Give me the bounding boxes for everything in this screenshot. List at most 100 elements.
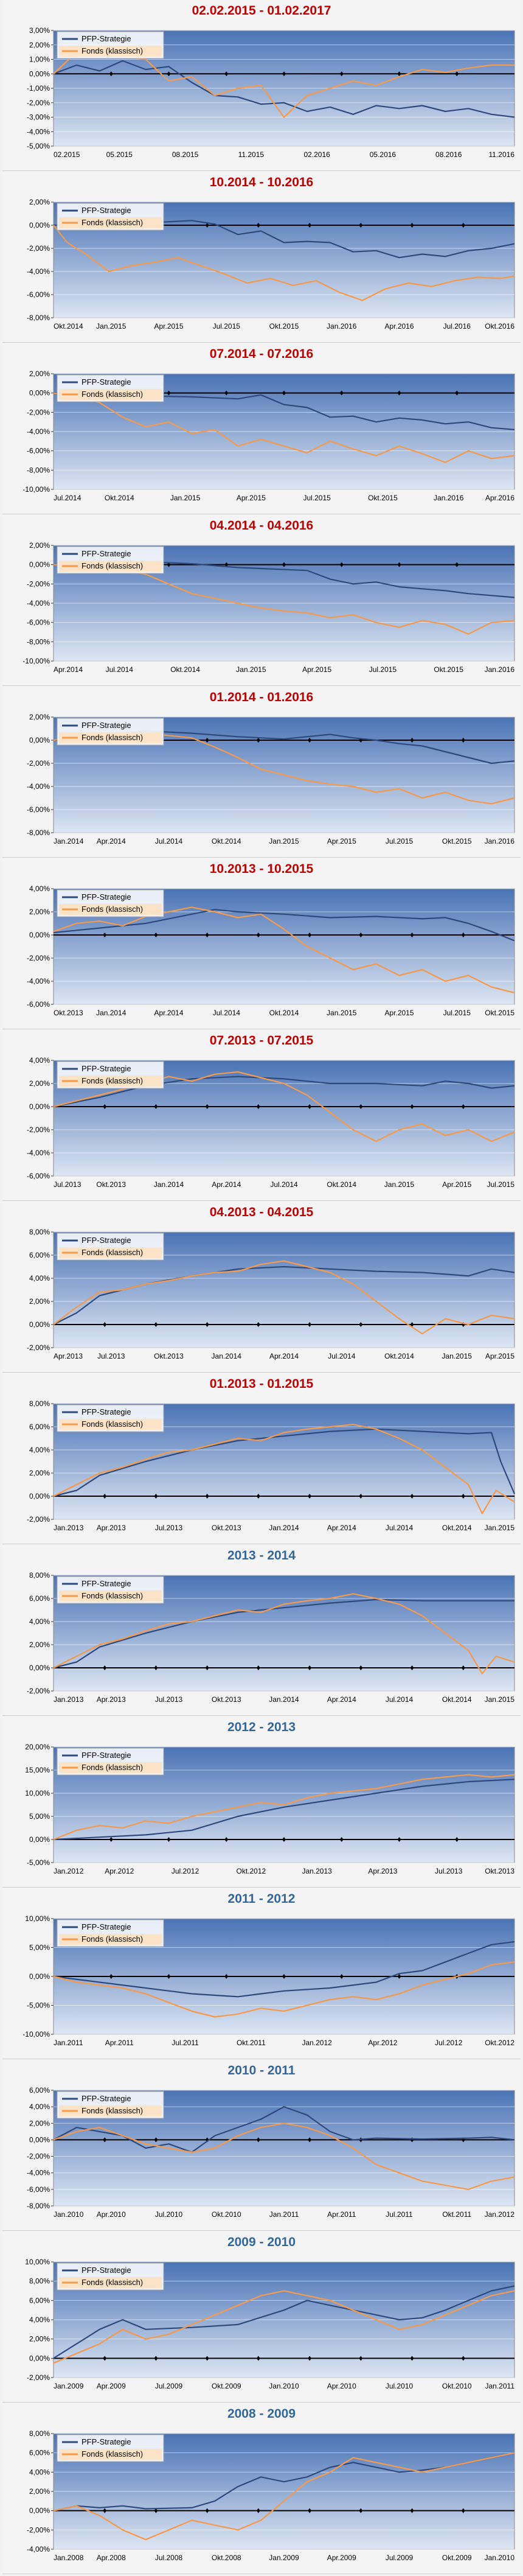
x-tick-label: Jan.2012 (302, 2039, 332, 2047)
x-tick-label: Jul.2013 (155, 1695, 183, 1704)
series-line-fund (53, 2123, 515, 2190)
chart-title: 2012 - 2013 (227, 1720, 296, 1734)
x-tick-label: 08.2015 (172, 150, 199, 159)
series-line-strategy (53, 1941, 515, 1998)
x-tick-label: Okt.2015 (368, 494, 398, 502)
x-tick-label: Apr.2009 (97, 2382, 126, 2390)
x-tick-label: Jan.2016 (327, 322, 357, 331)
zero-line-marker (205, 738, 209, 743)
zero-line-marker (205, 223, 209, 228)
zero-line-marker (167, 71, 171, 77)
zero-line-marker (224, 71, 229, 77)
series-line-fund (53, 1260, 515, 1335)
legend-label-fund: Fonds (klassisch) (81, 46, 143, 55)
legend-highlight (59, 1076, 162, 1087)
x-tick-label: Jan.2008 (54, 2553, 84, 2562)
legend-label-strategy: PFP-Strategie (81, 2094, 131, 2103)
x-tick-label: Jul.2015 (369, 665, 397, 674)
line-chart: 8,00% 6,00% 4,00% 2,00% 0,00% -2,00% Apr.2013 J… (27, 1228, 515, 1360)
zero-line-marker (339, 1837, 344, 1842)
line-chart: 4,00% 2,00% 0,00% -2,00% -4,00% -6,00% Okt.201… (27, 884, 515, 1017)
zero-line-marker (308, 2508, 312, 2513)
zero-line-marker (339, 71, 344, 77)
chart-panel: 04.2014 - 04.2016 2,00% 0,00% -2,00% -4,00% -… (2, 515, 521, 686)
zero-line-marker (359, 2356, 363, 2361)
x-tick-label: Jul.2009 (386, 2553, 414, 2562)
x-tick-label: Okt.2011 (442, 2210, 471, 2219)
y-tick-label: 4,00% (29, 1056, 50, 1065)
legend-highlight (59, 217, 162, 228)
y-tick-label: -4,00% (27, 1149, 50, 1157)
x-tick-label: Jul.2010 (386, 2382, 414, 2390)
x-tick-label: Okt.2008 (212, 2553, 241, 2562)
y-tick-label: 8,00% (29, 2277, 50, 2286)
x-tick-label: Apr.2016 (485, 494, 514, 502)
zero-line-marker (359, 1104, 363, 1109)
y-tick-label: -4,00% (27, 977, 50, 985)
x-tick-label: Jul.2013 (97, 1352, 125, 1360)
series-line-strategy (53, 391, 515, 430)
x-tick-label: 05.2015 (106, 150, 133, 159)
x-tick-label: 02.2015 (54, 150, 80, 159)
x-tick-label: Apr.2016 (384, 322, 414, 331)
y-tick-label: 2,00% (29, 908, 50, 916)
x-tick-label: Jan.2009 (269, 2553, 299, 2562)
zero-line-marker (256, 223, 260, 228)
x-tick-label: Okt.2014 (442, 1695, 472, 1704)
zero-line-marker (308, 1104, 312, 1109)
zero-line-marker (359, 1494, 363, 1499)
x-tick-label: Apr.2014 (269, 1352, 299, 1360)
legend-label-fund: Fonds (klassisch) (81, 2449, 143, 2459)
zero-line-marker (205, 2508, 209, 2513)
y-tick-label: 2,00% (29, 198, 50, 206)
zero-line-marker (455, 71, 459, 77)
y-tick-label: 2,00% (29, 713, 50, 721)
x-tick-label: Jan.2014 (269, 1524, 299, 1532)
y-tick-label: -10,00% (23, 2030, 50, 2039)
x-tick-label: Apr.2012 (105, 1867, 134, 1875)
x-tick-label: Okt.2015 (269, 322, 299, 331)
y-tick-label: 10,00% (25, 1914, 50, 1923)
legend-label-fund: Fonds (klassisch) (81, 1076, 143, 1085)
y-tick-label: 2,00% (29, 2119, 50, 2127)
zero-line-marker (109, 1837, 113, 1842)
x-tick-label: Apr.2011 (327, 2210, 356, 2219)
y-tick-label: 0,00% (29, 2135, 50, 2144)
y-tick-label: 4,00% (29, 884, 50, 893)
chart-title: 07.2013 - 07.2015 (209, 1034, 314, 1048)
y-tick-label: 4,00% (29, 1617, 50, 1626)
zero-line-marker (455, 562, 459, 567)
y-tick-label: 2,00% (29, 1297, 50, 1306)
series-line-strategy (53, 1265, 515, 1325)
zero-line-marker (256, 933, 260, 937)
zero-line-marker (103, 1665, 107, 1670)
legend-highlight (59, 1247, 162, 1258)
legend-label-strategy: PFP-Strategie (81, 377, 131, 387)
y-tick-label: -2,00% (27, 1125, 50, 1134)
legend-label-strategy: PFP-Strategie (81, 1407, 131, 1416)
x-tick-label: Jul.2015 (386, 837, 414, 845)
zero-line-marker (205, 1494, 209, 1499)
x-tick-label: Okt.2013 (212, 1524, 241, 1532)
y-tick-label: -6,00% (27, 1000, 50, 1009)
x-tick-label: Apr.2015 (154, 322, 183, 331)
legend-highlight (59, 732, 162, 743)
line-chart: 10,00% 8,00% 6,00% 4,00% 2,00% 0,00% -2,00% Jan… (25, 2258, 515, 2390)
chart-title: 07.2014 - 07.2016 (209, 347, 314, 361)
series-line-fund (53, 392, 515, 463)
x-tick-label: Jan.2013 (54, 1695, 84, 1704)
zero-line-marker (103, 1322, 107, 1327)
zero-line-marker (397, 71, 401, 77)
y-tick-label: 2,00% (29, 1640, 50, 1649)
zero-line-marker (410, 2137, 414, 2143)
zero-line-marker (205, 1104, 209, 1109)
y-tick-label: 6,00% (29, 2449, 50, 2457)
y-tick-label: 6,00% (29, 1251, 50, 1259)
zero-line-marker (154, 2137, 158, 2143)
y-tick-label: 10,00% (25, 1789, 50, 1797)
x-tick-label: Jul.2013 (155, 1524, 183, 1532)
x-tick-label: Okt.2013 (154, 1352, 184, 1360)
y-tick-label: -2,00% (27, 408, 50, 416)
x-tick-label: Apr.2015 (302, 665, 331, 674)
y-tick-label: 5,00% (29, 1944, 50, 1952)
